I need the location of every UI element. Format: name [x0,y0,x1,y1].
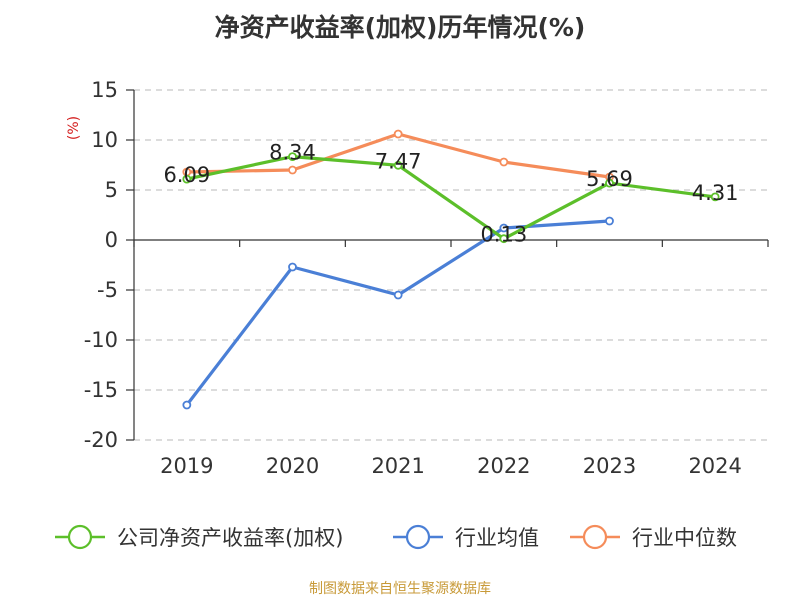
y-tick-label: -15 [84,378,118,402]
y-axis-label: (%) [66,116,82,140]
data-point[interactable] [182,174,192,184]
data-labels: 6.09 8.34 7.47 0.13 5.69 4.31 [163,141,738,247]
data-label: 8.34 [269,141,316,165]
legend-label: 行业均值 [455,526,539,550]
x-tick-label: 2021 [371,454,424,478]
data-label: 4.31 [692,181,739,205]
legend-item[interactable]: 行业均值 [393,524,539,550]
legend-marker [405,524,431,550]
data-point[interactable] [605,216,614,226]
axes: 15 10 5 0 -5 -10 -15 -20 2019 2020 2021 2022 2023 202… [84,78,769,478]
data-point[interactable] [710,192,720,202]
legend-marker [67,524,93,550]
data-label: 5.69 [586,167,633,191]
data-point[interactable] [393,160,403,170]
y-tick-label: 5 [105,178,118,202]
data-point[interactable] [393,129,403,139]
data-label: 7.47 [375,149,422,173]
x-tick-label: 2024 [688,454,741,478]
data-label: 0.13 [480,223,527,247]
y-tick-label: 15 [91,78,118,102]
y-tick-label: 0 [105,228,118,252]
grid-lines [134,89,768,441]
x-tick-label: 2019 [160,454,213,478]
y-tick-label: -5 [97,278,118,302]
data-point[interactable] [499,223,509,233]
data-point[interactable] [605,178,614,188]
source-note: 制图数据来自恒生聚源数据库 [309,581,491,597]
y-tick-label: 10 [91,128,118,152]
legend-item[interactable]: 行业中位数 [570,524,737,550]
legend-item[interactable]: 公司净资产收益率(加权) [55,524,343,550]
data-point[interactable] [182,400,192,410]
data-point[interactable] [393,290,403,300]
data-point[interactable] [288,152,297,162]
series-line [186,155,716,241]
x-tick-label: 2022 [477,454,530,478]
data-point[interactable] [288,262,297,272]
data-point[interactable] [499,234,509,244]
legend-marker [582,524,608,550]
legend[interactable]: 公司净资产收益率(加权) 行业均值 行业中位数 [55,524,737,550]
legend-label: 公司净资产收益率(加权) [117,526,343,550]
series-lines [182,129,720,410]
x-tick-label: 2023 [583,454,636,478]
series-line [185,219,610,406]
y-tick-label: -10 [84,328,118,352]
data-label: 6.09 [163,163,210,187]
chart-title: 净资产收益率(加权)历年情况(%) [214,13,586,42]
y-tick-label: -20 [84,428,118,452]
data-point[interactable] [499,157,509,167]
x-tick-label: 2020 [266,454,319,478]
legend-label: 行业中位数 [632,526,737,550]
data-point[interactable] [288,165,297,175]
